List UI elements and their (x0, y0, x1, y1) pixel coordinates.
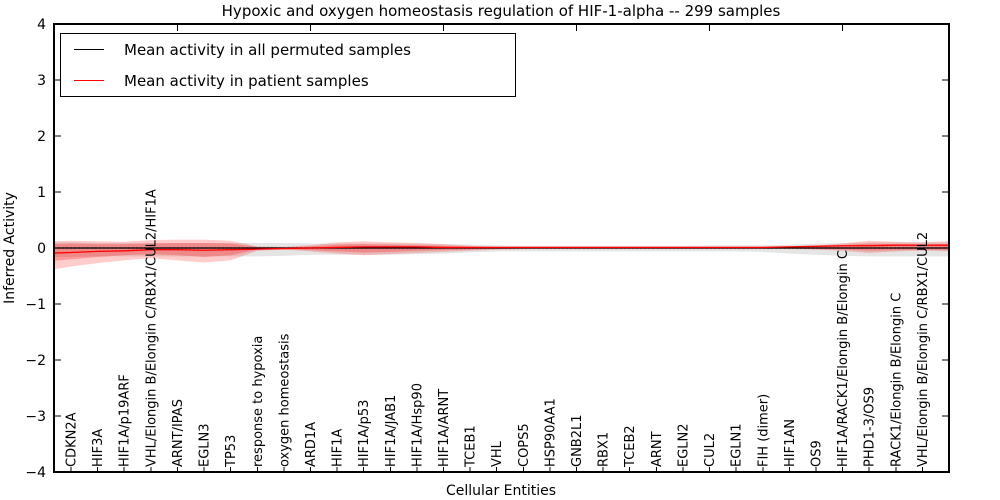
x-category-label: HIF1A/JAB1 (384, 395, 399, 467)
chart-title: Hypoxic and oxygen homeostasis regulatio… (222, 2, 781, 20)
legend-label-patient: Mean activity in patient samples (124, 71, 369, 90)
x-category-label: HIF1AN (783, 419, 798, 467)
x-category-label: HIF3A (91, 429, 106, 467)
y-tick-label: 3 (37, 73, 46, 89)
x-category-label: EGLN3 (198, 423, 213, 467)
x-category-label: HIF1A (331, 429, 346, 467)
y-axis-label: Inferred Activity (2, 192, 18, 304)
x-category-label: EGLN1 (730, 423, 745, 467)
x-category-label: HIF1A/RACK1/Elongin B/Elongin C (836, 250, 851, 467)
x-category-label: ARNT/IPAS (171, 399, 186, 467)
legend-item-patient: Mean activity in patient samples (61, 65, 515, 96)
y-tick-label: −1 (25, 297, 46, 313)
legend-label-permuted: Mean activity in all permuted samples (124, 40, 411, 59)
x-category-label: PHD1-3/OS9 (863, 387, 878, 467)
x-category-label: HIF1A/ARNT (437, 389, 452, 467)
legend-item-permuted: Mean activity in all permuted samples (61, 34, 515, 65)
x-category-label: VHL/Elongin B/Elongin C/RBX1/CUL2 (916, 232, 931, 467)
x-category-label: FIH (dimer) (756, 394, 771, 467)
patient-mean-line (53, 244, 949, 254)
x-category-label: oxygen homeostasis (277, 333, 292, 467)
x-category-label: ARD1A (304, 422, 319, 467)
x-category-label: TP53 (224, 435, 239, 468)
y-tick-label: 1 (37, 185, 46, 201)
x-category-label: TCEB1 (464, 425, 479, 468)
legend-line-permuted-swatch (74, 49, 104, 50)
x-category-label: HIF1A/Hsp90 (410, 383, 425, 467)
x-category-label: CUL2 (703, 433, 718, 467)
x-category-label: COPS5 (517, 423, 532, 467)
x-category-label: GNB2L1 (570, 414, 585, 467)
y-tick-label: −2 (25, 353, 46, 369)
x-category-label: RACK1/Elongin B/Elongin C (889, 293, 904, 467)
x-category-label: EGLN2 (676, 423, 691, 467)
y-tick-label: −3 (25, 409, 46, 425)
permuted-samples-envelope-band (54, 242, 949, 257)
x-category-label: HIF1A/p19ARF (118, 374, 133, 467)
x-category-label: VHL (490, 440, 505, 467)
y-tick-label: 0 (37, 241, 46, 257)
x-category-label: RBX1 (597, 432, 612, 467)
y-tick-label: 4 (37, 17, 46, 33)
y-tick-label: −4 (25, 465, 46, 481)
legend: Mean activity in all permuted samples Me… (60, 33, 516, 97)
x-category-label: HSP90AA1 (543, 398, 558, 467)
x-category-label: HIF1A/p53 (357, 400, 372, 467)
x-category-label: VHL/Elongin B/Elongin C/RBX1/CUL2/HIF1A (144, 189, 159, 467)
x-axis-label: Cellular Entities (446, 483, 556, 499)
x-category-label: TCEB2 (623, 425, 638, 468)
x-category-label: response to hypoxia (251, 336, 266, 467)
x-category-label: OS9 (809, 440, 824, 467)
legend-line-patient-swatch (74, 80, 104, 81)
x-category-label: CDKN2A (65, 412, 80, 467)
y-tick-label: 2 (37, 129, 46, 145)
x-category-label: ARNT (650, 431, 665, 467)
